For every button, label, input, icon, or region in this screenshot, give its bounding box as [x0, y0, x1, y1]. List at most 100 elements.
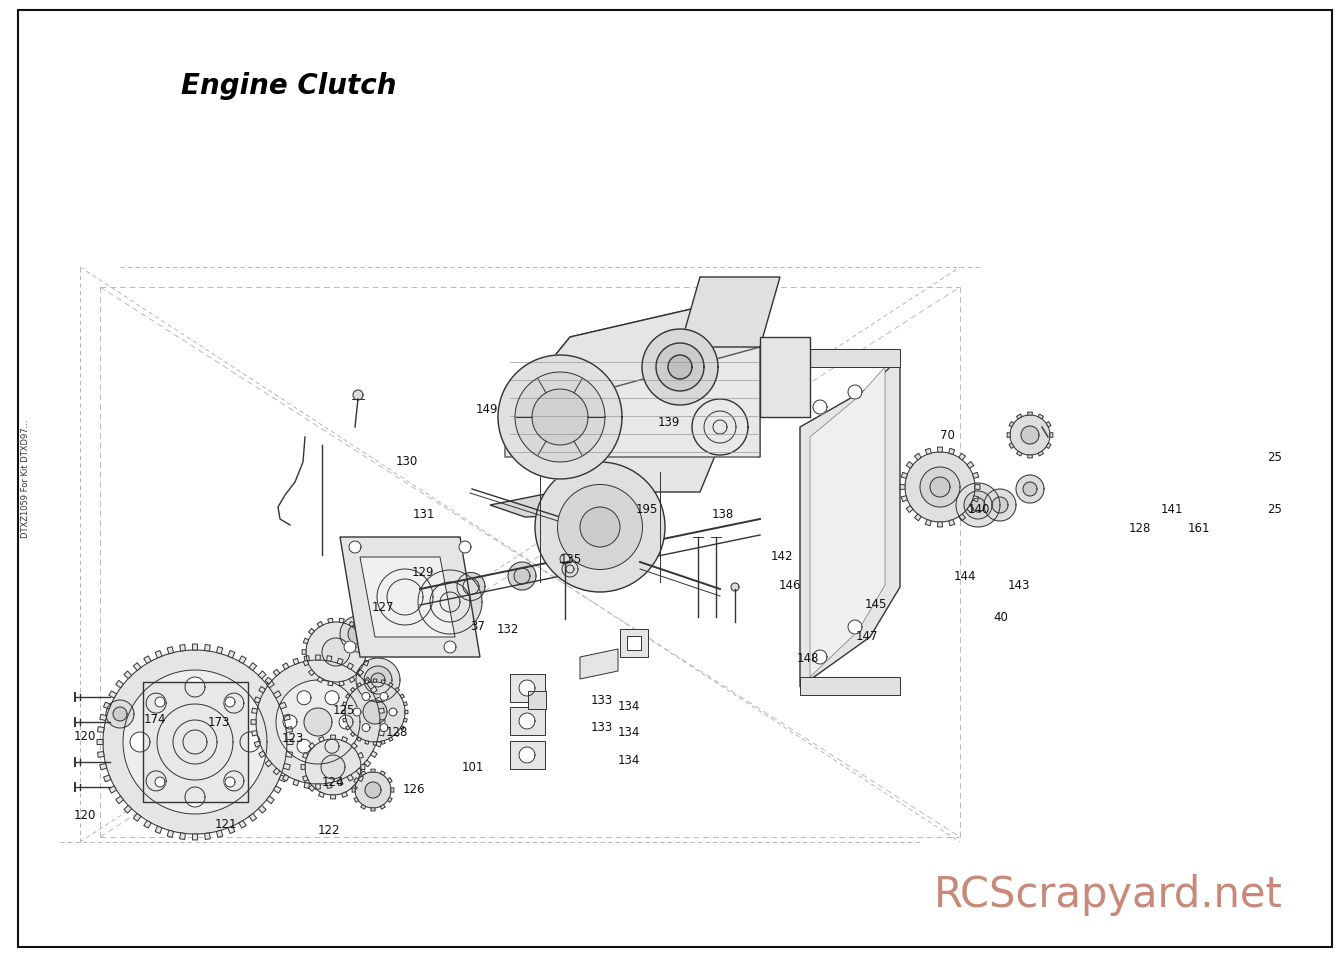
Polygon shape	[374, 679, 376, 682]
Polygon shape	[930, 477, 950, 497]
Polygon shape	[185, 677, 206, 697]
Polygon shape	[966, 461, 974, 468]
Polygon shape	[254, 741, 261, 747]
Polygon shape	[284, 714, 290, 721]
Text: 129: 129	[413, 566, 434, 579]
Polygon shape	[280, 775, 286, 782]
Polygon shape	[914, 454, 921, 460]
Polygon shape	[906, 505, 913, 513]
Polygon shape	[353, 797, 359, 802]
Text: 37: 37	[469, 620, 485, 634]
Polygon shape	[358, 670, 363, 676]
Text: 149: 149	[476, 403, 497, 416]
Polygon shape	[98, 726, 103, 732]
Polygon shape	[349, 677, 355, 682]
Polygon shape	[293, 658, 298, 664]
Polygon shape	[366, 782, 380, 798]
Polygon shape	[325, 691, 339, 704]
Text: 125: 125	[333, 703, 355, 717]
Polygon shape	[351, 687, 355, 692]
Polygon shape	[113, 707, 126, 721]
Polygon shape	[133, 662, 141, 671]
Polygon shape	[388, 708, 396, 716]
Polygon shape	[1046, 421, 1051, 427]
Polygon shape	[116, 796, 124, 804]
Polygon shape	[351, 732, 355, 737]
Polygon shape	[949, 448, 954, 455]
Polygon shape	[185, 787, 206, 807]
Polygon shape	[331, 795, 336, 799]
Polygon shape	[491, 489, 650, 517]
Polygon shape	[273, 768, 280, 775]
Polygon shape	[508, 562, 536, 590]
Bar	[759, 337, 810, 417]
Polygon shape	[323, 638, 349, 666]
Polygon shape	[906, 461, 913, 468]
Polygon shape	[309, 785, 314, 791]
Polygon shape	[1016, 414, 1021, 419]
Polygon shape	[379, 730, 384, 736]
Polygon shape	[360, 557, 456, 637]
Polygon shape	[328, 618, 333, 623]
Polygon shape	[964, 491, 992, 519]
Polygon shape	[146, 693, 167, 713]
Polygon shape	[1023, 482, 1038, 496]
Polygon shape	[351, 743, 358, 748]
Polygon shape	[103, 775, 112, 782]
Polygon shape	[364, 666, 392, 694]
Polygon shape	[1028, 412, 1032, 415]
Ellipse shape	[535, 462, 665, 592]
Polygon shape	[124, 671, 132, 679]
Polygon shape	[124, 806, 132, 813]
Polygon shape	[349, 621, 355, 627]
Polygon shape	[97, 740, 103, 745]
Text: 140: 140	[968, 502, 989, 516]
Polygon shape	[1038, 451, 1043, 456]
Polygon shape	[395, 687, 399, 692]
Polygon shape	[364, 741, 368, 745]
Text: 134: 134	[618, 754, 640, 768]
Polygon shape	[167, 647, 173, 654]
Polygon shape	[347, 663, 353, 669]
Polygon shape	[339, 618, 344, 623]
Polygon shape	[358, 752, 363, 758]
Polygon shape	[360, 805, 366, 810]
Polygon shape	[228, 651, 235, 658]
Bar	[509, 741, 546, 769]
Polygon shape	[345, 694, 349, 699]
Polygon shape	[692, 399, 749, 455]
Polygon shape	[395, 732, 399, 737]
Polygon shape	[192, 834, 198, 840]
Polygon shape	[251, 708, 257, 713]
Polygon shape	[345, 682, 405, 742]
Text: 128: 128	[386, 725, 407, 739]
Polygon shape	[251, 730, 257, 736]
Polygon shape	[1038, 414, 1043, 419]
Polygon shape	[387, 778, 392, 783]
Polygon shape	[306, 622, 366, 682]
Polygon shape	[356, 768, 363, 775]
Text: 127: 127	[372, 601, 394, 614]
Text: 25: 25	[1266, 502, 1282, 516]
Polygon shape	[375, 741, 382, 747]
Text: 123: 123	[282, 732, 304, 746]
Polygon shape	[439, 592, 460, 612]
Polygon shape	[380, 723, 388, 731]
Text: 148: 148	[797, 652, 818, 665]
Polygon shape	[938, 522, 942, 527]
Polygon shape	[813, 400, 827, 414]
Polygon shape	[371, 751, 378, 758]
Polygon shape	[251, 720, 257, 724]
Polygon shape	[1009, 443, 1013, 449]
Polygon shape	[259, 686, 265, 693]
Text: 134: 134	[618, 725, 640, 739]
Polygon shape	[973, 472, 978, 478]
Polygon shape	[388, 737, 392, 742]
Polygon shape	[155, 651, 163, 658]
Polygon shape	[362, 723, 370, 731]
Text: 130: 130	[396, 455, 418, 468]
Polygon shape	[356, 658, 401, 702]
Polygon shape	[642, 329, 718, 405]
Polygon shape	[925, 448, 931, 455]
Polygon shape	[337, 780, 343, 786]
